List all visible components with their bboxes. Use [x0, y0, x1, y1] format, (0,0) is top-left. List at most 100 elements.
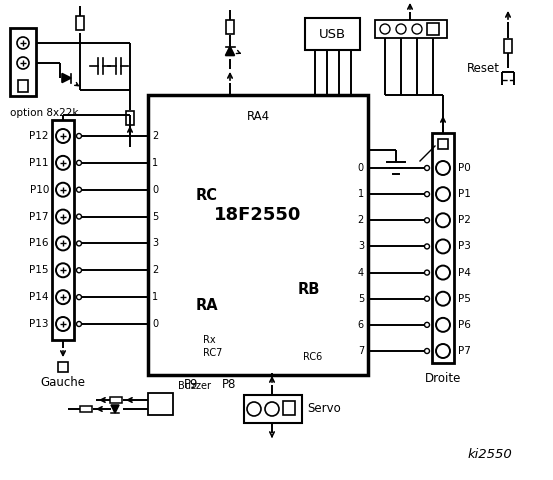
- Bar: [375, 20, 447, 38]
- Circle shape: [396, 24, 406, 34]
- Circle shape: [76, 133, 81, 139]
- Bar: [432, 133, 454, 363]
- Text: 4: 4: [358, 267, 364, 277]
- Circle shape: [56, 210, 70, 224]
- Text: P2: P2: [458, 216, 471, 225]
- Bar: [504, 39, 512, 53]
- Circle shape: [436, 292, 450, 306]
- Circle shape: [56, 237, 70, 251]
- Circle shape: [425, 218, 430, 223]
- Text: Reset: Reset: [467, 61, 500, 74]
- Circle shape: [56, 156, 70, 170]
- Bar: [80, 406, 92, 412]
- Text: 1: 1: [152, 158, 158, 168]
- Text: P17: P17: [29, 212, 49, 222]
- Text: 5: 5: [358, 294, 364, 304]
- Bar: [10, 28, 36, 96]
- Bar: [244, 395, 302, 423]
- Text: P12: P12: [29, 131, 49, 141]
- Text: USB: USB: [319, 27, 346, 40]
- Text: 0: 0: [152, 185, 158, 195]
- Circle shape: [56, 317, 70, 331]
- Bar: [126, 111, 134, 125]
- Text: Servo: Servo: [307, 403, 341, 416]
- Bar: [18, 80, 28, 92]
- Circle shape: [425, 296, 430, 301]
- Circle shape: [436, 240, 450, 253]
- Circle shape: [76, 322, 81, 326]
- Circle shape: [76, 241, 81, 246]
- Text: option 8x22k: option 8x22k: [10, 108, 79, 118]
- Bar: [226, 20, 234, 34]
- Polygon shape: [111, 405, 119, 413]
- Text: RC6: RC6: [303, 352, 322, 362]
- Text: P10: P10: [30, 185, 49, 195]
- Text: P11: P11: [29, 158, 49, 168]
- Circle shape: [56, 264, 70, 277]
- Text: P15: P15: [29, 265, 49, 276]
- Circle shape: [436, 265, 450, 279]
- Bar: [427, 23, 439, 35]
- Bar: [438, 139, 448, 149]
- Bar: [305, 18, 360, 50]
- Text: 5: 5: [152, 212, 158, 222]
- Circle shape: [76, 214, 81, 219]
- Polygon shape: [226, 47, 234, 56]
- Circle shape: [436, 161, 450, 175]
- Text: RB: RB: [298, 283, 320, 298]
- Text: RA: RA: [196, 298, 218, 312]
- Text: 1: 1: [358, 189, 364, 199]
- Text: Gauche: Gauche: [40, 375, 86, 388]
- Text: 1: 1: [152, 292, 158, 302]
- Bar: [110, 397, 122, 403]
- Bar: [148, 393, 173, 415]
- Text: P1: P1: [458, 189, 471, 199]
- Bar: [52, 120, 74, 340]
- Text: 2: 2: [152, 131, 158, 141]
- Text: P13: P13: [29, 319, 49, 329]
- Bar: [148, 95, 368, 375]
- Text: ki2550: ki2550: [468, 448, 513, 461]
- Circle shape: [17, 57, 29, 69]
- Text: 6: 6: [358, 320, 364, 330]
- Text: 18F2550: 18F2550: [215, 206, 302, 224]
- Text: 2: 2: [152, 265, 158, 276]
- Text: 0: 0: [358, 163, 364, 173]
- Circle shape: [76, 187, 81, 192]
- Circle shape: [76, 268, 81, 273]
- Text: P3: P3: [458, 241, 471, 252]
- Text: Rx: Rx: [203, 335, 216, 345]
- Circle shape: [425, 192, 430, 197]
- Circle shape: [425, 270, 430, 275]
- Text: 3: 3: [358, 241, 364, 252]
- Circle shape: [436, 213, 450, 228]
- Text: RC7: RC7: [203, 348, 222, 358]
- Text: P4: P4: [458, 267, 471, 277]
- Circle shape: [436, 318, 450, 332]
- Circle shape: [425, 166, 430, 170]
- Text: 3: 3: [152, 239, 158, 249]
- Circle shape: [56, 183, 70, 197]
- Text: 2: 2: [358, 216, 364, 225]
- Circle shape: [425, 244, 430, 249]
- Text: P0: P0: [458, 163, 471, 173]
- Text: P6: P6: [458, 320, 471, 330]
- Polygon shape: [62, 73, 71, 83]
- Text: P7: P7: [458, 346, 471, 356]
- Text: Buzzer: Buzzer: [178, 381, 211, 391]
- Circle shape: [425, 323, 430, 327]
- Bar: [76, 16, 84, 30]
- Text: P16: P16: [29, 239, 49, 249]
- Circle shape: [17, 37, 29, 49]
- Circle shape: [76, 295, 81, 300]
- Bar: [58, 362, 68, 372]
- Circle shape: [56, 290, 70, 304]
- Circle shape: [56, 129, 70, 143]
- Circle shape: [436, 187, 450, 201]
- Text: P5: P5: [458, 294, 471, 304]
- Text: 7: 7: [358, 346, 364, 356]
- Circle shape: [436, 344, 450, 358]
- Text: 0: 0: [152, 319, 158, 329]
- Circle shape: [380, 24, 390, 34]
- Text: P8: P8: [222, 379, 236, 392]
